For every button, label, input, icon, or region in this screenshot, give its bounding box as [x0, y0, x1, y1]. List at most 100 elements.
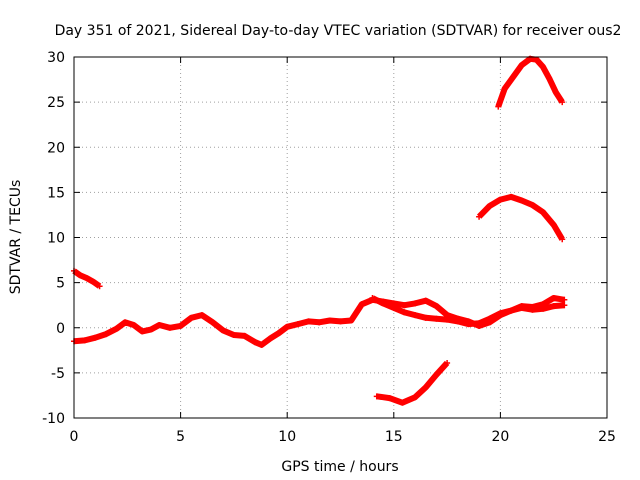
series-line: [495, 55, 565, 108]
x-tick-label: 5: [176, 429, 185, 445]
data-point: [102, 331, 109, 338]
data-point: [380, 300, 387, 307]
series-line: [476, 193, 565, 241]
data-point: [561, 296, 568, 303]
data-point: [284, 323, 291, 330]
series-track-f: [495, 55, 566, 110]
data-point: [550, 221, 557, 228]
data-point: [81, 337, 88, 344]
series-track-b: [71, 294, 568, 348]
data-point: [130, 322, 137, 329]
plot-frame: [73, 56, 608, 419]
data-point: [540, 305, 547, 312]
data-point: [497, 196, 504, 203]
data-point: [495, 103, 502, 110]
y-tick-label: 30: [47, 50, 65, 66]
data-point: [550, 303, 557, 310]
data-point: [399, 399, 406, 406]
data-point: [444, 359, 451, 366]
data-point: [476, 320, 483, 327]
series-track-e: [476, 193, 566, 243]
data-point: [386, 395, 393, 402]
data-point: [412, 312, 419, 319]
x-tick-label: 25: [598, 429, 616, 445]
data-point: [188, 314, 195, 321]
data-point: [433, 371, 440, 378]
x-tick-label: 10: [278, 429, 296, 445]
data-point: [454, 318, 461, 325]
data-point: [267, 335, 274, 342]
data-point: [465, 321, 472, 328]
data-point: [559, 99, 566, 106]
data-point: [209, 319, 216, 326]
data-point: [486, 202, 493, 209]
data-point: [337, 318, 344, 325]
data-point: [220, 327, 227, 334]
y-tick-label: 10: [47, 231, 65, 247]
y-tick-label: 15: [47, 185, 65, 201]
data-point: [147, 326, 154, 333]
data-point: [552, 89, 559, 96]
data-point: [518, 304, 525, 311]
data-point: [510, 73, 517, 80]
data-point: [422, 384, 429, 391]
data-point: [369, 294, 376, 301]
data-point: [401, 309, 408, 316]
data-point: [518, 197, 525, 204]
data-point: [316, 319, 323, 326]
data-point: [433, 315, 440, 322]
data-point: [401, 302, 408, 309]
data-point: [422, 314, 429, 321]
data-point: [96, 283, 103, 290]
data-point: [77, 272, 84, 279]
data-point: [177, 322, 184, 329]
data-point: [433, 303, 440, 310]
data-point: [412, 300, 419, 307]
data-point: [83, 275, 90, 282]
series-line: [376, 360, 450, 406]
data-point: [241, 332, 248, 339]
data-point: [497, 310, 504, 317]
data-point: [529, 306, 536, 313]
data-point: [156, 322, 163, 329]
y-axis-label: SDTVAR / TECUs: [8, 180, 24, 295]
y-tick-label: 20: [47, 140, 65, 156]
data-point: [508, 307, 515, 314]
data-point: [252, 339, 259, 346]
data-point: [122, 319, 129, 326]
data-point: [358, 301, 365, 308]
series-track-c: [369, 294, 568, 328]
x-tick-labels: 0 5 10 15 20 25: [70, 429, 616, 445]
data-point: [546, 75, 553, 82]
data-point: [540, 209, 547, 216]
data-point: [294, 321, 301, 328]
data-point: [476, 213, 483, 220]
data-point: [166, 324, 173, 331]
data-point: [508, 193, 515, 200]
y-tick-label: 25: [47, 95, 65, 111]
data-point: [540, 63, 547, 70]
data-point: [326, 317, 333, 324]
data-point: [113, 325, 120, 332]
chart-title: Day 351 of 2021, Sidereal Day-to-day VTE…: [55, 23, 622, 39]
x-tick-label: 0: [70, 429, 79, 445]
y-tick-labels: -10 -5 0 5 10 15 20 25 30: [42, 50, 65, 427]
data-point: [518, 62, 525, 69]
data-point: [559, 236, 566, 243]
data-point: [198, 312, 205, 319]
data-point: [529, 202, 536, 209]
data-point: [348, 317, 355, 324]
data-point: [230, 331, 237, 338]
data-point: [390, 304, 397, 311]
grid-layer: [74, 57, 607, 418]
series-layer: [71, 55, 568, 406]
data-point: [305, 318, 312, 325]
data-point: [550, 294, 557, 301]
x-tick-label: 20: [491, 429, 509, 445]
data-point: [92, 334, 99, 341]
y-tick-label: 5: [56, 276, 65, 292]
data-point: [139, 328, 146, 335]
x-axis-label: GPS time / hours: [281, 459, 398, 475]
y-tick-label: -5: [51, 366, 65, 382]
